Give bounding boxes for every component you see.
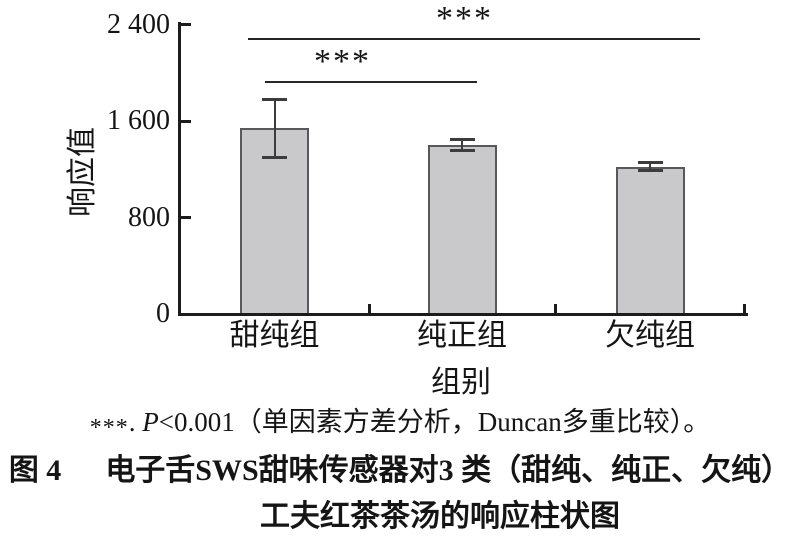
y-axis-line	[178, 22, 181, 316]
y-tick-label: 1 600	[107, 105, 170, 137]
bar-2	[427, 144, 497, 313]
error-bar-cap-top	[262, 97, 287, 101]
x-axis-line	[178, 313, 748, 316]
significance-line-2	[265, 81, 477, 83]
note-text: <0.001（单因素方差分析，Duncan多重比较）。	[158, 407, 711, 437]
x-tick-label: 甜纯组	[229, 319, 320, 352]
error-bar-cap-bottom	[637, 169, 663, 173]
significance-line-1	[248, 38, 700, 40]
x-axis-tick	[367, 304, 371, 313]
bar-3	[615, 166, 685, 313]
error-bar-cap-bottom	[449, 148, 475, 152]
significance-note: ***. P<0.001（单因素方差分析，Duncan多重比较）。	[0, 404, 800, 442]
x-axis-tick	[553, 304, 557, 313]
figure-caption-line2: 工夫红茶茶汤的响应柱状图	[260, 500, 620, 533]
x-tick-label: 欠纯组	[605, 319, 695, 352]
y-tick-label: 0	[156, 298, 170, 329]
significance-stars-1: ***	[436, 0, 493, 37]
x-axis-title: 组别	[431, 366, 491, 399]
y-axis-tick	[181, 216, 191, 220]
error-bar-line	[273, 99, 276, 158]
y-tick-label: 800	[128, 201, 170, 233]
error-bar-cap-bottom	[262, 155, 287, 159]
y-axis-tick	[181, 23, 191, 27]
error-bar-cap-top	[449, 137, 475, 141]
note-separator: .	[128, 407, 143, 437]
significance-stars-2: ***	[314, 43, 371, 80]
y-axis-tick	[181, 119, 191, 123]
figure-caption-text: 电子舌SWS甜味传感器对3 类（甜纯、纯正、欠纯）	[105, 454, 792, 487]
x-tick-label: 纯正组	[417, 319, 507, 352]
error-bar-line	[649, 162, 651, 171]
error-bar-cap-top	[637, 161, 663, 165]
y-tick-label: 2 400	[107, 8, 170, 40]
error-bar-line	[461, 139, 463, 150]
figure-number: 图 4	[8, 454, 62, 487]
figure-caption-line1: 图 4 电子舌SWS甜味传感器对3 类（甜纯、纯正、欠纯）	[0, 452, 800, 490]
x-axis-tick	[742, 304, 746, 313]
note-stars: ***	[89, 415, 129, 442]
note-p-symbol: P	[142, 407, 159, 437]
bar-1	[240, 128, 309, 313]
